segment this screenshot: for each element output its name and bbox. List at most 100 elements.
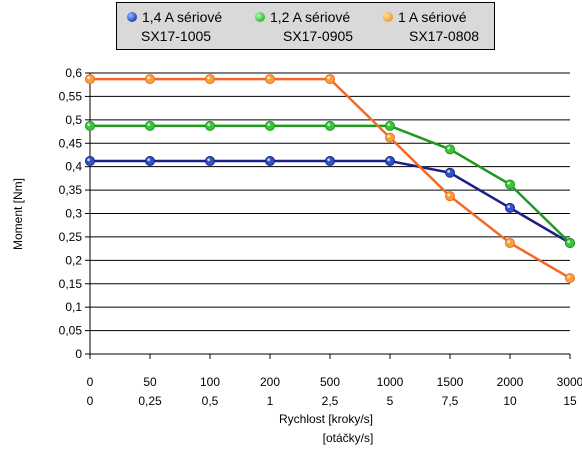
- data-point-highlight: [87, 158, 91, 162]
- legend-sublabel-series-2: SX17-0905: [283, 28, 354, 44]
- data-point: [445, 144, 455, 155]
- data-point-highlight: [87, 76, 91, 80]
- legend-sublabel-series-1: SX17-1005: [141, 28, 212, 44]
- y-tick-labels: 0 0,05 0,1 0,15 0,2 0,25 0,3 0,35 0,4 0,45 0,5 0,55…: [59, 66, 83, 361]
- data-point-highlight: [207, 123, 211, 127]
- y-tick-label: 0,5: [65, 113, 82, 127]
- data-point-highlight: [327, 76, 331, 80]
- legend-label-series-3: 1 A sériové: [398, 9, 467, 25]
- x-tick-label-secondary: 7,5: [442, 394, 459, 408]
- data-point-highlight: [207, 158, 211, 162]
- data-point: [85, 156, 95, 167]
- data-point: [445, 191, 455, 202]
- legend: 1,4 A sériové SX17-1005 1,2 A sériové SX…: [116, 2, 495, 50]
- x-tick-label-secondary: 2,5: [322, 394, 339, 408]
- x-tick-label: 0: [87, 375, 94, 389]
- data-point: [145, 156, 155, 167]
- y-tick-label: 0,45: [59, 136, 83, 150]
- x-tick-label: 50: [143, 375, 157, 389]
- data-point: [265, 120, 275, 131]
- x-tick-label-secondary: 10: [503, 394, 517, 408]
- data-point: [325, 120, 335, 131]
- y-tick-label: 0,15: [59, 277, 83, 291]
- x-tick-label: 3000: [557, 375, 582, 389]
- x-tick-label-secondary: 0,25: [138, 394, 162, 408]
- data-point: [505, 179, 515, 190]
- data-point: [565, 238, 575, 249]
- x-tick-label-secondary: 1: [267, 394, 274, 408]
- data-point: [85, 120, 95, 131]
- data-point: [325, 74, 335, 85]
- y-tick-label: 0,55: [59, 89, 83, 103]
- data-point: [205, 74, 215, 85]
- y-tick-label: 0,05: [59, 324, 83, 338]
- y-tick-label: 0,25: [59, 230, 83, 244]
- data-point: [505, 238, 515, 249]
- data-point-highlight: [387, 158, 391, 162]
- data-point: [265, 156, 275, 167]
- y-tick-label: 0,2: [65, 253, 82, 267]
- y-tick-label: 0: [75, 347, 82, 361]
- x-tick-labels: 00500,251000,520015002,51000515007,52000…: [87, 375, 582, 408]
- data-point-highlight: [447, 146, 451, 150]
- data-point-highlight: [207, 76, 211, 80]
- y-tick-label: 0,3: [65, 207, 82, 221]
- x-tick-label-secondary: 0,5: [202, 394, 219, 408]
- y-tick-label: 0,6: [65, 66, 82, 80]
- legend-label-series-1: 1,4 A sériové: [142, 9, 223, 25]
- legend-label-series-2: 1,2 A sériové: [270, 9, 351, 25]
- x-tick-label: 100: [200, 375, 220, 389]
- series-1: [85, 156, 575, 249]
- legend-sublabel-series-3: SX17-0808: [409, 28, 480, 44]
- series-line: [90, 159, 571, 245]
- data-point-highlight: [567, 275, 571, 279]
- data-point-highlight: [387, 123, 391, 127]
- x-axis-label-secondary: [otáčky/s]: [323, 431, 374, 445]
- x-tick-label-secondary: 15: [563, 394, 577, 408]
- data-point-highlight: [507, 240, 511, 244]
- data-point: [325, 156, 335, 167]
- axes: [85, 72, 571, 359]
- data-point-highlight: [567, 240, 571, 244]
- data-point-highlight: [267, 158, 271, 162]
- data-point-highlight: [327, 123, 331, 127]
- data-point: [385, 156, 395, 167]
- series-2: [85, 120, 575, 249]
- legend-marker-series-3: [383, 12, 393, 22]
- data-point: [145, 120, 155, 131]
- y-tick-label: 0,35: [59, 183, 83, 197]
- data-point-highlight: [147, 158, 151, 162]
- data-point: [85, 74, 95, 85]
- data-point-highlight: [267, 123, 271, 127]
- x-tick-label-secondary: 5: [387, 394, 394, 408]
- data-point: [205, 120, 215, 131]
- data-point-highlight: [87, 123, 91, 127]
- y-tick-label: 0,4: [65, 160, 82, 174]
- data-point: [445, 167, 455, 178]
- data-point-highlight: [267, 76, 271, 80]
- legend-marker-series-1: [127, 12, 137, 22]
- data-point: [205, 156, 215, 167]
- x-tick-label-secondary: 0: [87, 394, 94, 408]
- legend-marker-series-2: [255, 12, 265, 22]
- data-point: [265, 74, 275, 85]
- data-point-highlight: [507, 205, 511, 208]
- data-point: [385, 132, 395, 143]
- series-3: [85, 74, 575, 284]
- data-point-highlight: [447, 193, 451, 197]
- data-point-highlight: [387, 134, 391, 138]
- data-point: [145, 74, 155, 85]
- data-point-highlight: [147, 76, 151, 80]
- series-lines: [85, 74, 575, 284]
- data-point: [505, 202, 515, 213]
- x-tick-label: 1000: [377, 375, 404, 389]
- data-point-highlight: [147, 123, 151, 127]
- x-tick-label: 200: [260, 375, 280, 389]
- y-tick-label: 0,1: [65, 300, 82, 314]
- x-tick-label: 1500: [437, 375, 464, 389]
- data-point-highlight: [327, 158, 331, 162]
- x-tick-label: 2000: [497, 375, 524, 389]
- data-point: [565, 273, 575, 284]
- data-point-highlight: [507, 181, 511, 185]
